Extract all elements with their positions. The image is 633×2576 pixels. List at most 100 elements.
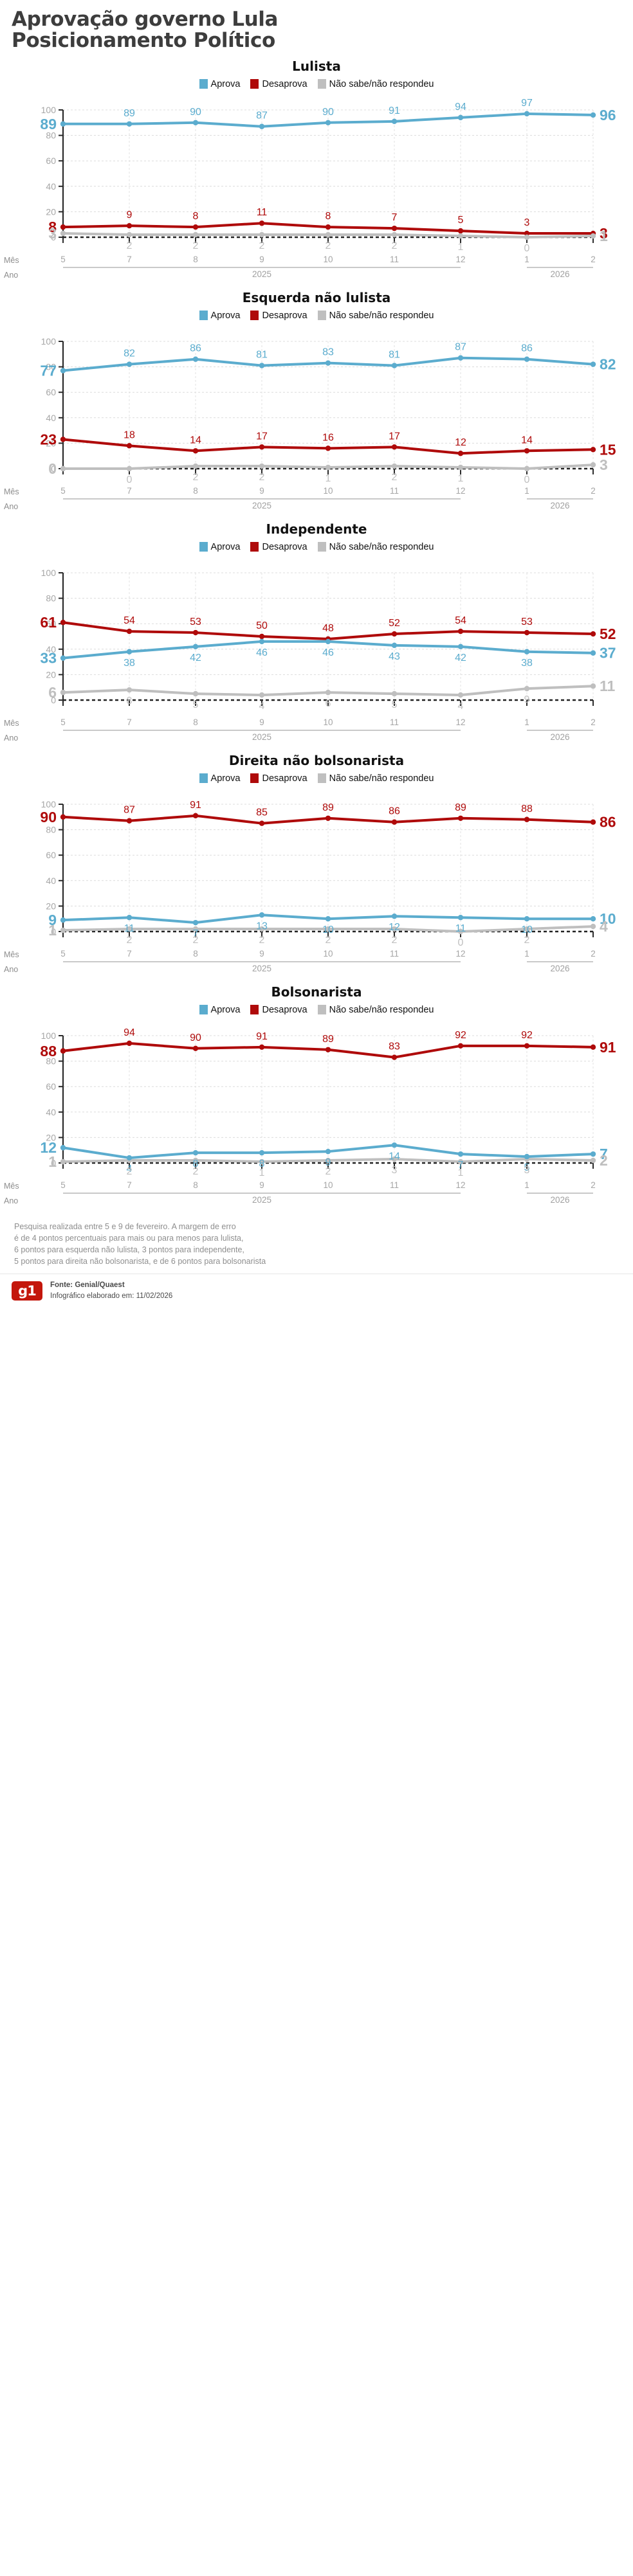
data-label: 5 bbox=[392, 699, 398, 710]
svg-text:0: 0 bbox=[51, 232, 56, 242]
data-point bbox=[590, 915, 596, 922]
legend-swatch-aprova bbox=[199, 1005, 208, 1015]
data-label: 12 bbox=[389, 922, 400, 933]
data-label: 0 bbox=[48, 460, 57, 477]
data-label: 38 bbox=[124, 658, 135, 669]
data-point bbox=[126, 1040, 133, 1047]
month-tick-label: 1 bbox=[524, 1180, 529, 1190]
month-tick-label: 9 bbox=[259, 717, 264, 727]
legend-item[interactable]: Aprova bbox=[199, 773, 240, 784]
year-axis-row: Ano 2025 2026 bbox=[0, 729, 633, 746]
data-point bbox=[60, 121, 66, 127]
svg-text:80: 80 bbox=[46, 362, 56, 372]
data-label: 7 bbox=[458, 1160, 464, 1171]
legend-item[interactable]: Desaprova bbox=[250, 1005, 307, 1015]
data-point bbox=[259, 633, 265, 640]
month-tick-label: 2 bbox=[591, 717, 596, 727]
month-axis-row: Mês 5 7 8 9 10 11 12 1 2 bbox=[0, 948, 633, 961]
legend-item[interactable]: Aprova bbox=[199, 311, 240, 321]
legend-item[interactable]: Aprova bbox=[199, 542, 240, 552]
legend-label: Não sabe/não respondeu bbox=[329, 78, 434, 89]
svg-text:20: 20 bbox=[46, 669, 56, 680]
data-label: 97 bbox=[521, 98, 533, 109]
data-label: 8 bbox=[326, 211, 331, 222]
legend-label: Desaprova bbox=[262, 78, 307, 89]
data-point bbox=[126, 231, 133, 238]
data-label: 4 bbox=[259, 701, 265, 712]
data-label: 46 bbox=[256, 647, 268, 658]
month-tick-label: 8 bbox=[193, 485, 198, 496]
data-point bbox=[325, 915, 331, 922]
data-point bbox=[60, 927, 66, 933]
data-point bbox=[60, 655, 66, 661]
data-point bbox=[259, 220, 265, 226]
legend-label: Aprova bbox=[210, 78, 241, 89]
axis-rows: Mês 5 7 8 9 10 11 12 1 2 Ano 2025 2026 bbox=[0, 1180, 633, 1209]
month-tick-label: 1 bbox=[524, 948, 529, 959]
data-point bbox=[126, 818, 133, 824]
data-label: 6 bbox=[48, 684, 57, 701]
legend-item[interactable]: Desaprova bbox=[250, 773, 307, 784]
data-point bbox=[126, 1155, 133, 1161]
data-label: 9 bbox=[127, 210, 133, 221]
data-point bbox=[524, 234, 530, 240]
legend-item[interactable]: Não sabe/não respondeu bbox=[317, 78, 434, 89]
data-label: 89 bbox=[322, 802, 334, 813]
data-point bbox=[126, 649, 133, 654]
legend-item[interactable]: Aprova bbox=[199, 1005, 240, 1015]
year-axis-row: Ano 2025 2026 bbox=[0, 960, 633, 978]
data-point bbox=[192, 463, 199, 469]
data-point bbox=[590, 650, 596, 656]
data-point bbox=[524, 629, 530, 636]
chart-block: Independente Aprova Desaprova Não sabe/não … bbox=[0, 518, 633, 746]
data-point bbox=[590, 819, 596, 825]
data-label: 7 bbox=[392, 212, 398, 223]
page-title-line2: Posicionamento Político bbox=[12, 29, 275, 53]
svg-text:60: 60 bbox=[46, 1081, 56, 1092]
legend-item[interactable]: Não sabe/não respondeu bbox=[317, 542, 434, 552]
chart-legend: Aprova Desaprova Não sabe/não respondeu bbox=[0, 1005, 633, 1015]
data-point bbox=[325, 689, 331, 696]
legend-item[interactable]: Desaprova bbox=[250, 311, 307, 321]
legend-item[interactable]: Não sabe/não respondeu bbox=[317, 311, 434, 321]
data-point bbox=[391, 819, 398, 825]
data-point bbox=[259, 926, 265, 932]
data-label: 50 bbox=[256, 620, 268, 631]
year-label: 2026 bbox=[550, 963, 570, 973]
data-label: 2 bbox=[193, 1166, 199, 1177]
month-tick-label: 8 bbox=[193, 1180, 198, 1190]
data-point bbox=[590, 683, 596, 689]
month-tick-label: 8 bbox=[193, 254, 198, 264]
data-point bbox=[259, 638, 265, 645]
svg-text:100: 100 bbox=[41, 799, 57, 809]
legend-item[interactable]: Não sabe/não respondeu bbox=[317, 773, 434, 784]
data-point bbox=[590, 447, 596, 453]
footer-source: Fonte: Genial/Quaest bbox=[50, 1281, 125, 1290]
data-point bbox=[259, 444, 265, 450]
footnote-line-2: é de 4 pontos percentuais para mais ou p… bbox=[14, 1234, 244, 1243]
data-point bbox=[391, 1054, 398, 1060]
data-point bbox=[590, 112, 596, 118]
data-point bbox=[192, 926, 199, 932]
legend-label: Desaprova bbox=[262, 310, 307, 321]
chart-legend: Aprova Desaprova Não sabe/não respondeu bbox=[0, 79, 633, 89]
month-tick-label: 1 bbox=[524, 717, 529, 727]
data-point bbox=[391, 642, 398, 648]
legend-item[interactable]: Aprova bbox=[199, 78, 241, 89]
data-point bbox=[192, 356, 199, 362]
data-label: 94 bbox=[124, 1027, 135, 1038]
data-point bbox=[325, 638, 331, 645]
data-label: 0 bbox=[524, 243, 530, 254]
svg-text:0: 0 bbox=[51, 926, 56, 937]
legend-item[interactable]: Não sabe/não respondeu bbox=[317, 1005, 434, 1015]
legend-item[interactable]: Desaprova bbox=[250, 542, 307, 552]
footnote: Pesquisa realizada entre 5 e 9 de fevere… bbox=[0, 1212, 633, 1274]
data-label: 12 bbox=[455, 437, 466, 448]
data-label: 3 bbox=[600, 456, 608, 473]
data-label: 12 bbox=[40, 1139, 57, 1156]
data-point bbox=[325, 446, 331, 451]
data-label: 3 bbox=[524, 1165, 530, 1176]
data-point bbox=[259, 123, 265, 129]
legend-item[interactable]: Desaprova bbox=[250, 79, 307, 89]
data-point bbox=[590, 1044, 596, 1050]
